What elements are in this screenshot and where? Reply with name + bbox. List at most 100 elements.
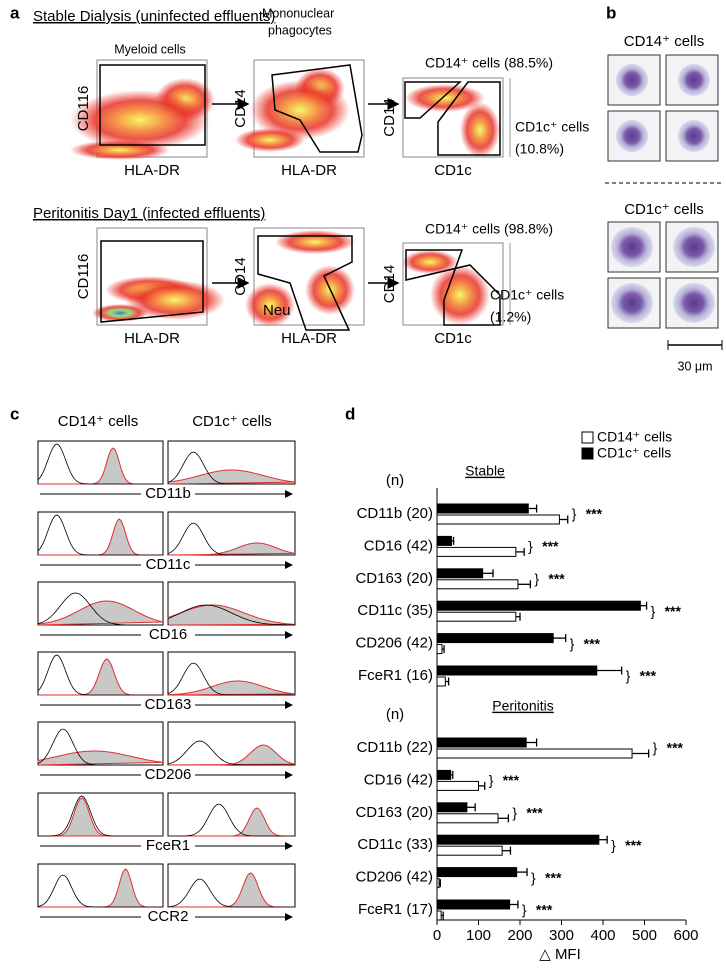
gate — [404, 81, 501, 156]
histogram-control — [167, 522, 295, 556]
cell — [678, 120, 710, 152]
group-label: CD1c⁺ cells — [624, 201, 704, 218]
y-axis-label: CD14 — [232, 89, 249, 127]
marker-label: FceR1 — [146, 837, 190, 854]
significance: *** — [665, 603, 682, 619]
scale-label: 30 μm — [678, 359, 713, 373]
bracket: } — [653, 740, 658, 756]
bar — [436, 568, 484, 579]
bracket: } — [570, 635, 575, 651]
flow-density — [402, 250, 490, 325]
bar — [436, 665, 598, 676]
histogram-stained — [167, 542, 296, 556]
significance: *** — [625, 837, 642, 853]
histogram-control — [37, 443, 163, 485]
flow-density — [70, 90, 210, 150]
label-bg — [141, 838, 195, 854]
n-header: (n) — [386, 472, 404, 489]
gate — [405, 249, 501, 326]
x-axis-label: △ MFI — [539, 946, 581, 963]
x-axis-label: HLA-DR — [124, 162, 180, 179]
x-axis-label: HLA-DR — [281, 330, 337, 347]
column-header: CD14⁺ cells — [58, 413, 138, 430]
marker-label: CD11b — [145, 485, 191, 502]
bar — [436, 845, 503, 856]
bar — [436, 644, 443, 655]
significance: *** — [526, 805, 543, 821]
cell — [673, 283, 715, 323]
gate — [100, 240, 204, 323]
bar — [436, 737, 527, 748]
x-tick-label: 0 — [433, 927, 441, 944]
bar — [436, 600, 641, 611]
category-label: CD163 (20) — [355, 570, 433, 587]
cell — [611, 227, 653, 267]
histogram-control — [37, 874, 163, 908]
flow-density — [275, 230, 355, 254]
bar — [436, 867, 518, 878]
gate — [257, 235, 353, 331]
significance: *** — [548, 571, 565, 587]
histogram-control — [37, 654, 163, 696]
gate-title: phagocytes — [268, 23, 332, 37]
significance: *** — [667, 740, 684, 756]
marker-label: CD11c — [146, 556, 191, 573]
histogram-control — [167, 604, 296, 626]
cell — [616, 64, 648, 96]
row-title: Stable Dialysis (uninfected effluents) — [33, 8, 275, 25]
flow-density — [250, 80, 350, 140]
x-tick-label: 400 — [590, 927, 615, 944]
legend-label: CD1c⁺ cells — [597, 445, 671, 461]
flow-density — [70, 78, 215, 160]
histogram-frame — [37, 863, 164, 908]
category-label: FceR1 (17) — [358, 901, 433, 918]
x-axis-label: HLA-DR — [281, 162, 337, 179]
histogram-frame — [37, 511, 164, 556]
histogram-control — [38, 795, 163, 837]
gate-label: CD1c⁺ cells — [515, 119, 589, 135]
gate-label: (1.2%) — [490, 309, 531, 325]
bar — [436, 813, 499, 824]
histogram-frame — [167, 651, 296, 696]
histogram-control — [167, 451, 295, 485]
category-label: CD11c (35) — [357, 602, 433, 619]
gate-label: CD14⁺ cells (88.5%) — [425, 55, 553, 71]
bar — [436, 535, 453, 546]
bracket: } — [489, 772, 494, 788]
x-tick-label: 200 — [507, 927, 532, 944]
bar — [436, 676, 446, 687]
gate-label: CD14⁺ cells (98.8%) — [425, 221, 553, 237]
histogram-control — [37, 592, 163, 626]
chart-title: Stable — [465, 463, 505, 479]
y-axis-label: CD14 — [232, 257, 249, 295]
marker-label: CD163 — [145, 696, 192, 713]
significance: *** — [503, 772, 520, 788]
panel-label: d — [345, 404, 355, 423]
bar — [436, 546, 517, 557]
gate-title: Myeloid cells — [114, 42, 186, 56]
gate-label: (10.8%) — [515, 141, 564, 157]
gate-title: Mononuclear — [262, 6, 334, 20]
bar — [436, 579, 519, 590]
marker-label: CCR2 — [148, 908, 189, 925]
bar — [436, 514, 560, 525]
bracket: } — [534, 571, 539, 587]
legend-swatch — [581, 447, 594, 460]
bracket: } — [522, 902, 527, 918]
marker-label: CD16 — [149, 626, 187, 643]
bar — [436, 899, 511, 910]
flow-density — [235, 128, 305, 152]
flow-density — [405, 84, 485, 112]
histogram-stained — [168, 807, 295, 837]
significance: *** — [586, 506, 603, 522]
bracket: } — [651, 603, 656, 619]
label-bg — [141, 557, 195, 573]
y-axis-label: CD116 — [75, 254, 92, 300]
panel-label: b — [606, 3, 616, 22]
histogram-stained — [167, 604, 296, 626]
histogram-frame — [37, 792, 164, 837]
column-header: CD1c⁺ cells — [192, 413, 272, 430]
gate — [99, 64, 206, 146]
histogram-control — [167, 740, 295, 766]
